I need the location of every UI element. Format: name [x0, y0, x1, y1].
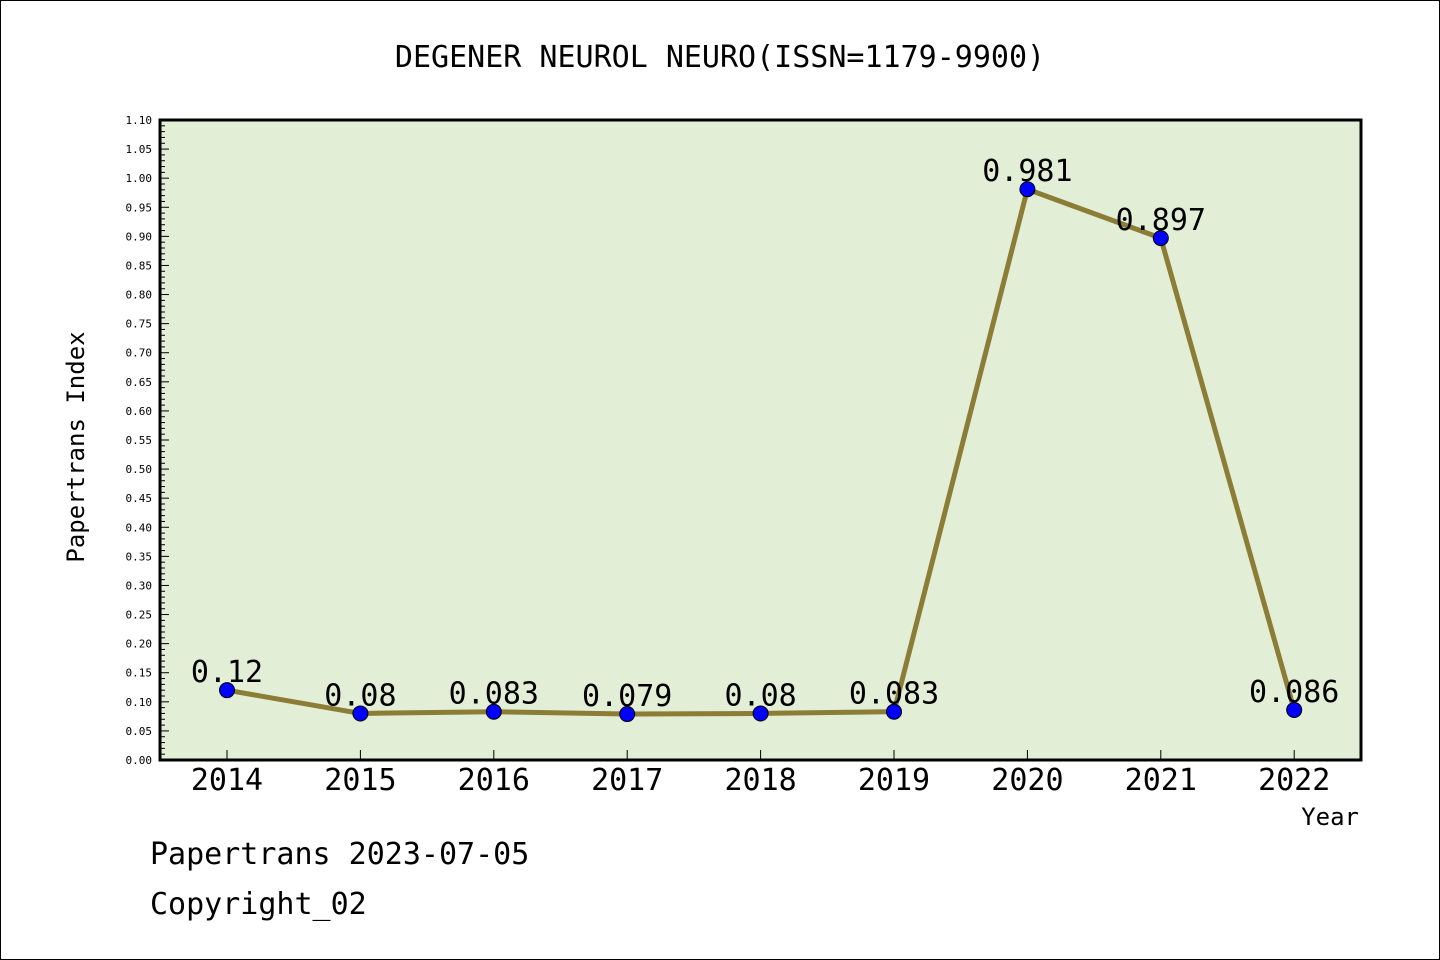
data-label: 0.981: [982, 154, 1072, 189]
x-tick-label: 2019: [858, 763, 930, 798]
footer-date: Papertrans 2023-07-05: [150, 837, 529, 872]
data-point: [1286, 701, 1303, 718]
chart-title: DEGENER NEUROL NEURO(ISSN=1179-9900): [395, 40, 1045, 75]
data-labels: 0.12 0.08 0.083 0.079 0.08 0.083 0.981 0.897 0.0…: [191, 154, 1339, 714]
x-axis-label: Year: [1301, 803, 1359, 831]
data-point: [219, 682, 235, 699]
data-point: [752, 705, 769, 722]
y-tick-label: 0.40: [126, 521, 153, 534]
y-tick-label: 0.35: [126, 550, 153, 563]
y-tick-label: 0.55: [126, 434, 153, 447]
x-tick-label: 2021: [1125, 763, 1197, 798]
data-point: [1152, 230, 1169, 247]
x-tick-label: 2016: [458, 763, 530, 798]
data-point: [619, 706, 636, 723]
data-point: [485, 703, 502, 720]
x-tick-label: 2015: [324, 763, 396, 798]
y-tick-label: 0.30: [126, 579, 153, 592]
y-tick-label: 0.20: [126, 638, 153, 651]
y-axis-label: Papertrans Index: [62, 331, 90, 562]
x-tick-label: 2020: [991, 763, 1063, 798]
x-axis: 2014 2015 2016 2017 2018 2019 2020 2021 2022: [191, 750, 1330, 798]
x-tick-label: 2018: [724, 763, 796, 798]
y-tick-label: 0.70: [126, 347, 153, 360]
y-tick-label: 0.75: [126, 318, 153, 331]
data-label: 0.083: [849, 677, 939, 712]
y-tick-label: 0.15: [126, 667, 153, 680]
data-label: 0.12: [191, 655, 263, 690]
data-label: 0.08: [724, 678, 796, 713]
data-point: [886, 703, 902, 720]
data-label: 0.086: [1249, 675, 1339, 710]
y-tick-label: 0.45: [126, 492, 153, 505]
y-tick-label: 1.10: [126, 114, 153, 127]
y-tick-label: 0.00: [126, 754, 153, 767]
y-tick-label: 0.60: [126, 405, 153, 418]
y-tick-label: 0.80: [126, 289, 153, 302]
plot-area: [158, 118, 1363, 762]
series-markers: [219, 181, 1303, 723]
data-point: [1019, 181, 1036, 198]
data-point: [352, 705, 369, 722]
y-tick-label: 0.05: [126, 725, 153, 738]
y-tick-label: 0.10: [126, 696, 153, 709]
y-tick-label: 0.65: [126, 376, 153, 389]
data-label: 0.079: [582, 679, 672, 714]
data-label: 0.08: [324, 678, 396, 713]
y-tick-label: 1.00: [126, 172, 153, 185]
footer-copyright: Copyright_02: [150, 887, 367, 922]
x-tick-label: 2014: [191, 763, 263, 798]
y-tick-label: 1.05: [126, 143, 153, 156]
data-label: 0.897: [1116, 203, 1206, 238]
data-label: 0.083: [449, 677, 539, 712]
y-axis: 0.00 0.05 0.10 0.15 0.20 0.25 0.30 0.35 0.40 0.45…: [126, 114, 169, 767]
x-tick-label: 2022: [1258, 763, 1330, 798]
y-tick-label: 0.50: [126, 463, 153, 476]
y-tick-label: 0.90: [126, 230, 153, 243]
y-tick-label: 0.85: [126, 259, 153, 272]
y-tick-label: 0.25: [126, 609, 153, 622]
x-tick-label: 2017: [591, 763, 663, 798]
y-tick-label: 0.95: [126, 201, 153, 214]
